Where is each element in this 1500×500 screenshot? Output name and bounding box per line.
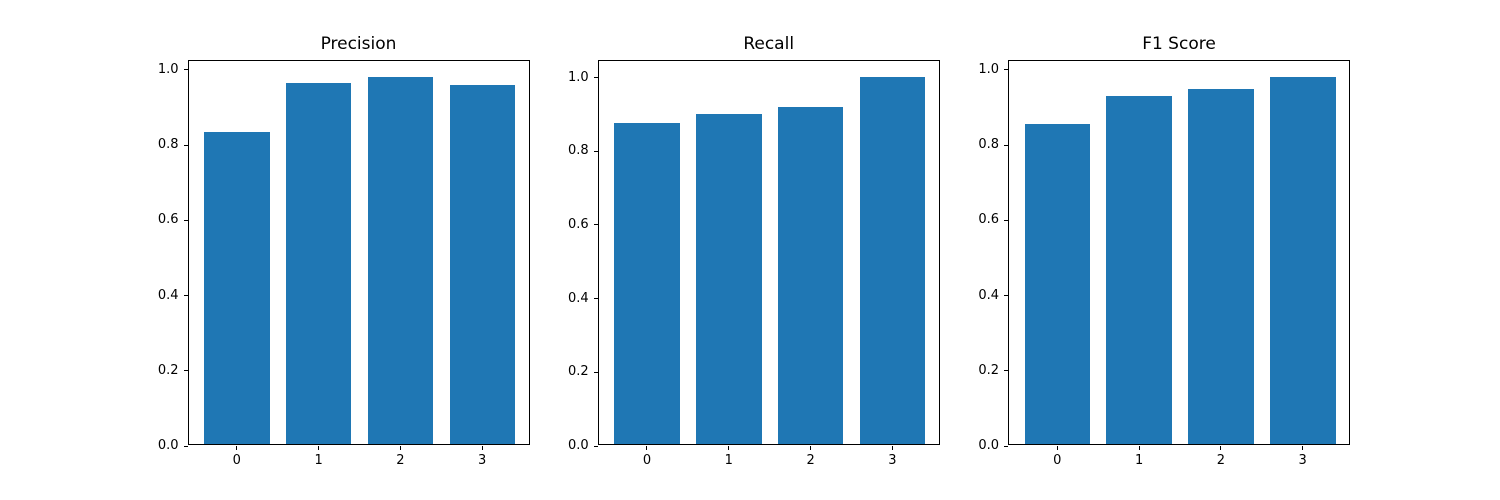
subplot-title: F1 Score	[1142, 34, 1216, 54]
y-tick-mark	[1004, 144, 1008, 146]
y-tick-label: 0.8	[978, 137, 999, 153]
y-tick-label: 0.8	[568, 143, 589, 159]
y-tick-mark	[183, 69, 188, 71]
y-tick-mark	[1004, 295, 1008, 297]
bar-0	[1024, 124, 1090, 444]
y-tick-label: 0.6	[978, 212, 999, 228]
x-tick-mark	[891, 446, 893, 450]
bar-1	[1106, 96, 1172, 444]
bar-3	[859, 77, 926, 444]
subplot-title: Precision	[320, 34, 397, 54]
x-tick-label: 3	[478, 453, 487, 468]
y-tick-label: 0.6	[157, 212, 179, 228]
y-tick-label: 0.4	[978, 287, 999, 303]
x-tick-mark	[728, 446, 730, 450]
y-tick-mark	[183, 219, 188, 221]
axes-f1-score: 0 1 2 3 0.0 0.2 0.4 0.6 0.8 1.0	[978, 60, 1350, 468]
y-tick-mark	[593, 150, 598, 152]
x-tick-mark	[318, 446, 320, 450]
y-tick-label: 0.0	[978, 438, 999, 453]
y-tick-label: 0.0	[157, 438, 179, 453]
x-tick-label: 2	[1216, 453, 1226, 468]
bar-3	[449, 84, 515, 444]
y-tick-label: 0.4	[568, 290, 589, 306]
y-tick-label: 0.2	[568, 364, 589, 380]
bar-3	[1270, 77, 1336, 444]
y-tick-mark	[593, 77, 598, 78]
y-tick-label: 1.0	[568, 69, 589, 85]
y-tick-label: 1.0	[157, 61, 179, 77]
y-tick-mark	[593, 298, 598, 300]
x-tick-mark	[481, 446, 483, 450]
y-tick-label: 0.0	[568, 438, 589, 453]
y-tick-mark	[593, 445, 598, 447]
x-tick-mark	[1302, 446, 1304, 450]
subplot-f1-score: F1 Score 0 1 2 3 0.0 0.2 0.4 0.6 0.8 1.0	[978, 34, 1350, 468]
x-tick-label: 3	[888, 453, 897, 468]
y-tick-mark	[183, 445, 188, 447]
x-tick-label: 0	[1053, 453, 1062, 468]
y-tick-mark	[593, 371, 598, 373]
x-tick-mark	[810, 446, 812, 450]
x-tick-label: 1	[724, 453, 733, 468]
y-tick-label: 0.4	[157, 287, 179, 303]
y-tick-mark	[183, 370, 188, 372]
x-tick-label: 0	[232, 453, 241, 468]
y-tick-mark	[183, 144, 188, 146]
y-tick-mark	[1004, 445, 1008, 447]
y-tick-label: 1.0	[978, 61, 999, 77]
x-tick-label: 1	[314, 453, 323, 468]
x-tick-mark	[399, 446, 401, 450]
x-tick-mark	[1056, 446, 1058, 450]
bar-1	[285, 83, 352, 444]
x-tick-mark	[1138, 446, 1140, 450]
y-tick-label: 0.8	[157, 137, 179, 153]
bar-0	[204, 131, 270, 444]
bar-1	[696, 114, 762, 444]
y-tick-mark	[183, 295, 188, 297]
y-tick-label: 0.2	[157, 362, 179, 378]
subplot-precision: Precision 0 1 2 3 0.0 0.2 0.4 0.6 0.8 1.0	[158, 34, 530, 468]
bar-2	[367, 77, 434, 444]
subplot-title: Recall	[743, 34, 795, 54]
axes-precision: 0 1 2 3 0.0 0.2 0.4 0.6 0.8 1.0	[158, 60, 530, 468]
y-tick-mark	[593, 224, 598, 226]
x-tick-label: 0	[642, 453, 652, 468]
axes-recall: 0 1 2 3 0.0 0.2 0.4 0.6 0.8 1.0	[568, 60, 940, 468]
bar-0	[614, 123, 680, 444]
y-tick-mark	[1004, 69, 1008, 71]
y-tick-mark	[1004, 370, 1008, 372]
x-tick-mark	[236, 446, 238, 450]
x-tick-label: 3	[1298, 453, 1307, 468]
x-tick-label: 1	[1134, 453, 1144, 468]
x-tick-mark	[1220, 446, 1222, 450]
bar-2	[1188, 88, 1254, 444]
x-tick-mark	[646, 446, 648, 450]
subplot-recall: Recall 0 1 2 3 0.0 0.2 0.4 0.6 0.8 1.0	[568, 34, 940, 468]
y-tick-mark	[1004, 219, 1008, 221]
y-tick-label: 0.2	[978, 362, 999, 378]
x-tick-label: 2	[806, 453, 815, 468]
x-tick-label: 2	[396, 453, 405, 468]
y-tick-label: 0.6	[568, 216, 589, 232]
bar-2	[777, 106, 844, 444]
